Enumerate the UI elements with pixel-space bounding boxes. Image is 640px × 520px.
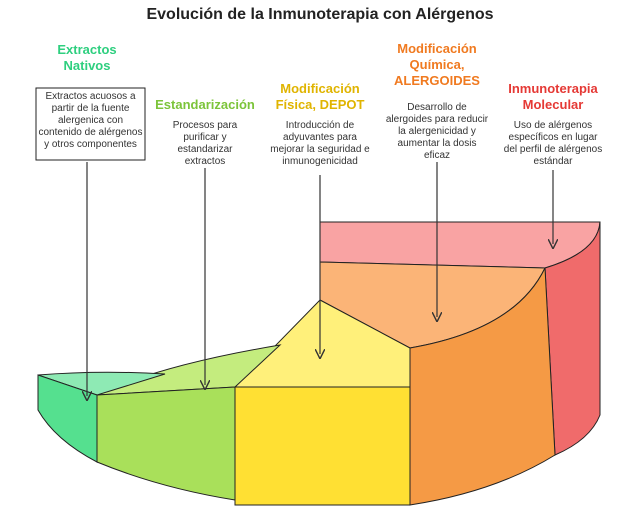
stage-title: Extractos Nativos: [57, 42, 117, 73]
stage-description: Desarrollo de alergoides para reducir la…: [385, 102, 489, 161]
green-top: [37, 371, 166, 396]
stage-description: Procesos para purificar y estandarizar e…: [172, 120, 238, 167]
stage-title: Inmunoterapia Molecular: [508, 81, 598, 112]
title: Evolución de la Inmunoterapia con Alérge…: [146, 6, 494, 23]
red-top: [319, 221, 601, 269]
description-box: [35, 87, 146, 161]
stage-description: Uso de alérgenos específicos en lugar de…: [503, 120, 603, 167]
stage-description: Introducción de adyuvantes para mejorar …: [270, 120, 370, 167]
orange-side: [409, 267, 556, 506]
stage-description: Extractos acuosos a partir de la fuente …: [38, 91, 143, 150]
stage-title: Estandarización: [155, 97, 255, 112]
arrows: [87, 162, 553, 396]
lightgreen-front: [96, 386, 236, 501]
stage-title: Modificación Química, ALERGOIDES: [394, 41, 480, 88]
yellow-front: [234, 386, 411, 506]
shapes: [37, 221, 601, 506]
stage-title: Modificación Física, DEPOT: [275, 81, 365, 112]
